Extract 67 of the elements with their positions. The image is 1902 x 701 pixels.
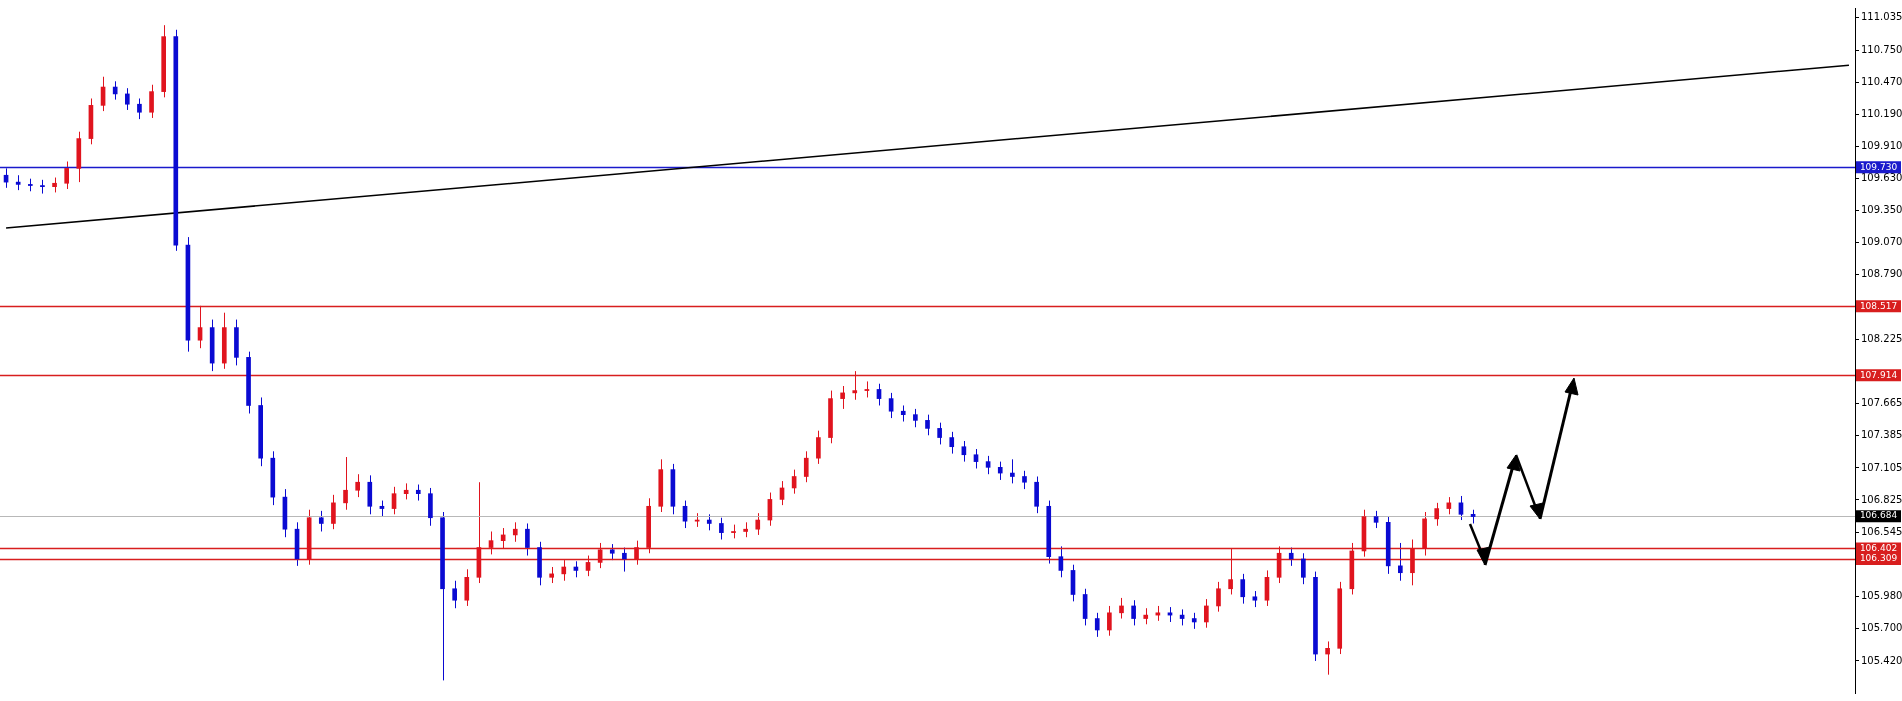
ref-line-label: 107.914 [1859,369,1898,380]
candlestick [1240,573,1246,605]
candlestick [331,494,336,530]
candlestick [137,97,142,120]
candlestick [1107,605,1112,637]
ref-line-label: 106.309 [1859,553,1898,564]
candlestick [997,461,1003,481]
candlestick [755,512,761,536]
candlestick [1398,542,1403,582]
y-tick-label: 109.630 [1861,172,1902,184]
candlestick [937,422,942,445]
candlestick [1058,545,1064,578]
y-tick-label: 110.750 [1861,43,1902,55]
y-tick-label: 109.350 [1861,204,1902,216]
y-tick-label: 106.545 [1861,525,1902,537]
y-tick-label: 109.070 [1861,236,1902,248]
candlestick [1288,547,1294,567]
candlestick [1301,552,1306,585]
y-tick-label: 109.910 [1861,140,1902,152]
candlestick [803,450,809,483]
y-tick-label: 110.470 [1861,76,1902,88]
candlestick [719,517,724,541]
candlestick [318,510,324,532]
candlestick [1010,458,1015,484]
candlestick [1119,597,1124,620]
candlestick [525,522,530,557]
candlestick [464,568,470,607]
candlestick [622,547,627,573]
candlestick [112,80,118,101]
candlestick [343,456,348,511]
y-tick-label: 105.980 [1861,590,1902,602]
candlestick [64,161,70,190]
ref-line-label: 106.402 [1859,542,1898,553]
y-tick-label: 111.035 [1861,11,1902,23]
candlestick [985,455,991,475]
ref-line-label: 108.517 [1859,300,1898,311]
candlestick [512,521,518,543]
candlestick [149,84,154,119]
y-tick-label: 107.385 [1861,429,1902,441]
ref-line-label: 109.730 [1859,161,1898,172]
candlestick [1094,612,1100,638]
y-tick-label: 107.105 [1861,461,1902,473]
candlestick [913,408,918,428]
y-tick-label: 108.225 [1861,333,1902,345]
candlestick [925,414,930,436]
candlestick [840,385,845,410]
candlestick [973,448,979,469]
candlestick [1434,502,1440,527]
candlestick [1216,581,1221,613]
candlestick [949,431,955,455]
candlestick [888,392,894,419]
ref-line-label: 106.684 [1859,510,1898,521]
candlestick [961,440,967,463]
candlestick [1022,470,1027,490]
y-tick-label: 106.825 [1861,493,1902,505]
candlestick [1131,599,1136,626]
y-tick-label: 105.700 [1861,622,1902,634]
candlestick [816,430,821,465]
y-tick-label: 108.790 [1861,268,1902,280]
candlestick [355,473,360,498]
candlestick [1325,640,1330,676]
y-tick-label: 107.665 [1861,397,1902,409]
candlestick [1204,598,1209,629]
candlestick [124,87,130,111]
y-tick-label: 110.190 [1861,108,1902,120]
candlestick [452,580,457,609]
y-tick-label: 105.420 [1861,654,1902,666]
